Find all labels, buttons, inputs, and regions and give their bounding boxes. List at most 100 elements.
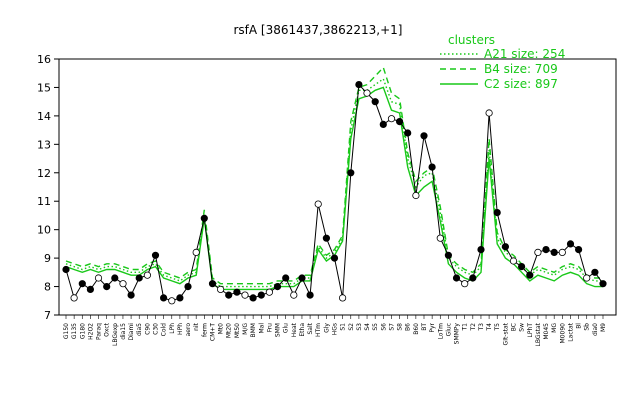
x-tick-label: Mt20 xyxy=(226,323,233,338)
x-tick-label: LBGstat xyxy=(535,322,542,346)
x-tick-label: S2 xyxy=(348,323,355,331)
gene-point xyxy=(184,282,192,291)
gene-point xyxy=(225,291,233,299)
gene-point xyxy=(428,163,436,171)
gene-point xyxy=(379,120,387,129)
gene-point xyxy=(265,288,273,296)
x-tick-label: BT xyxy=(421,323,428,331)
gene-point xyxy=(143,271,151,279)
x-tick-label: HGs xyxy=(332,323,339,335)
gene-point xyxy=(168,297,176,305)
gene-point xyxy=(461,280,469,288)
legend-entry: B4 size: 709 xyxy=(484,62,558,76)
x-tick-label: S5 xyxy=(372,323,379,331)
gene-point xyxy=(412,191,420,200)
gene-point xyxy=(591,268,599,276)
x-tick-label: B60 xyxy=(413,323,420,335)
gene-point xyxy=(94,274,103,282)
gene-point xyxy=(306,291,314,299)
gene-point xyxy=(469,274,477,282)
x-tick-label: HTm xyxy=(315,323,322,337)
x-tick-label: Sw xyxy=(519,323,526,332)
x-tick-label: MG xyxy=(551,323,558,333)
x-tick-label: Etha xyxy=(299,323,306,337)
series-b4-line xyxy=(65,66,603,285)
gene-point xyxy=(363,89,371,97)
gene-point xyxy=(86,285,95,293)
gene-point xyxy=(599,280,607,288)
gene-point xyxy=(192,248,200,256)
chart-title: rsfA [3861437,3862213,+1] xyxy=(233,23,402,37)
x-tick-label: S3 xyxy=(356,323,363,331)
legend-title: clusters xyxy=(448,33,495,47)
gene-point xyxy=(387,115,396,123)
x-tick-label: G150 xyxy=(63,323,70,339)
x-tick-label: SMMPy xyxy=(454,323,461,345)
x-tick-label: HPh xyxy=(177,323,184,335)
gene-point xyxy=(485,109,493,117)
x-tick-label: G180 xyxy=(79,323,86,339)
x-tick-label: Gluc xyxy=(445,323,452,336)
y-tick-label: 16 xyxy=(37,53,51,66)
x-tick-label: LPh xyxy=(169,323,176,334)
gene-point xyxy=(119,280,127,288)
gene-point xyxy=(78,280,86,288)
gene-point xyxy=(395,118,404,126)
gene-point xyxy=(330,254,339,262)
y-tick-label: 12 xyxy=(37,167,51,180)
y-tick-label: 10 xyxy=(37,224,51,237)
x-tick-label: GIt-stat xyxy=(502,322,509,345)
x-tick-label: G135 xyxy=(71,323,78,339)
x-tick-label: M9 xyxy=(600,323,607,332)
x-tick-label: Mal xyxy=(258,323,265,334)
gene-point xyxy=(176,294,184,302)
x-tick-label: Glu xyxy=(283,323,290,333)
x-tick-label: nit xyxy=(193,322,200,330)
gene-point xyxy=(542,246,550,254)
gene-point xyxy=(257,291,265,299)
x-tick-label: SMM xyxy=(275,323,282,337)
x-tick-label: dia5 xyxy=(136,323,143,336)
x-tick-label: LBGexp xyxy=(112,323,119,346)
x-tick-label: M0090 xyxy=(559,323,566,344)
gene-point xyxy=(509,257,518,265)
gene-point xyxy=(338,294,347,302)
x-tick-label: aero xyxy=(185,323,192,337)
gene-point xyxy=(70,294,78,302)
gene-point xyxy=(208,280,217,288)
gene-point xyxy=(135,274,143,282)
gene-point xyxy=(290,291,298,299)
x-tick-label: S1 xyxy=(340,323,347,331)
x-tick-label: Sb xyxy=(584,323,591,331)
gene-point xyxy=(282,274,290,282)
gene-point xyxy=(452,274,461,282)
gene-point xyxy=(322,234,330,242)
x-tick-label: Paraq xyxy=(96,323,103,340)
gene-point xyxy=(200,214,208,222)
gene-point xyxy=(420,132,428,140)
gene-point xyxy=(444,251,452,259)
x-tick-label: dia0 xyxy=(592,323,599,336)
gene-point xyxy=(574,246,583,254)
gene-point xyxy=(314,200,322,208)
y-tick-label: 11 xyxy=(37,195,51,208)
y-tick-label: 15 xyxy=(37,81,51,94)
gene-series xyxy=(62,81,607,305)
x-tick-label: T4 xyxy=(486,323,493,332)
x-tick-label: Lactat xyxy=(567,322,574,341)
x-tick-label: Bl xyxy=(576,323,583,329)
plot-frame xyxy=(58,58,617,316)
y-axis: 7 8 9 10 11 12 13 14 15 16 xyxy=(37,53,59,322)
x-tick-label: Fru xyxy=(266,323,273,332)
gene-point xyxy=(558,248,566,256)
gene-point xyxy=(249,294,257,302)
y-tick-label: 8 xyxy=(44,281,51,294)
x-tick-label: S8 xyxy=(397,323,404,331)
x-tick-label: Diami xyxy=(128,323,135,341)
x-tick-label: C30 xyxy=(153,323,160,335)
gene-point xyxy=(241,291,249,299)
x-tick-label: T2 xyxy=(470,323,477,332)
legend-entry: A21 size: 254 xyxy=(484,47,565,61)
gene-point xyxy=(493,209,501,217)
